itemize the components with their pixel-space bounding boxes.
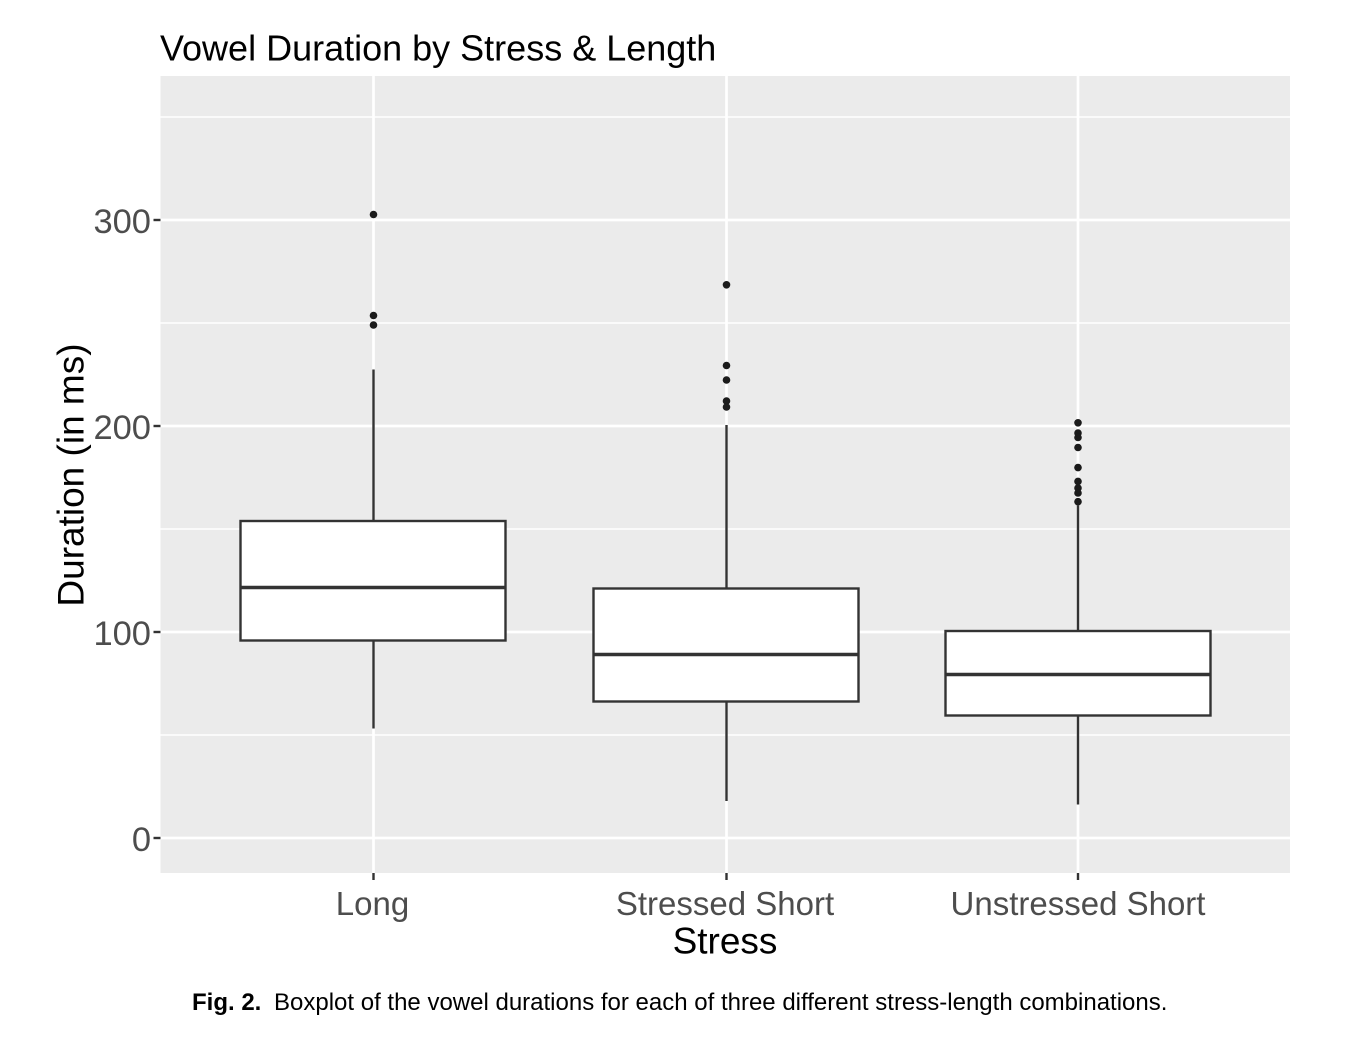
svg-text:200: 200 — [93, 409, 151, 447]
svg-text:Long: Long — [336, 885, 409, 922]
svg-text:Stress: Stress — [673, 921, 778, 962]
svg-text:300: 300 — [93, 203, 151, 241]
svg-text:0: 0 — [132, 821, 151, 859]
svg-text:Fig. 2. Boxplot of the vowel d: Fig. 2. Boxplot of the vowel durations f… — [192, 989, 1167, 1016]
svg-text:100: 100 — [93, 615, 151, 653]
svg-text:Duration (in ms): Duration (in ms) — [51, 343, 92, 606]
svg-text:Stressed Short: Stressed Short — [616, 885, 834, 922]
svg-text:Unstressed Short: Unstressed Short — [951, 885, 1206, 922]
svg-text:Vowel Duration by Stress & Len: Vowel Duration by Stress & Length — [160, 28, 716, 69]
